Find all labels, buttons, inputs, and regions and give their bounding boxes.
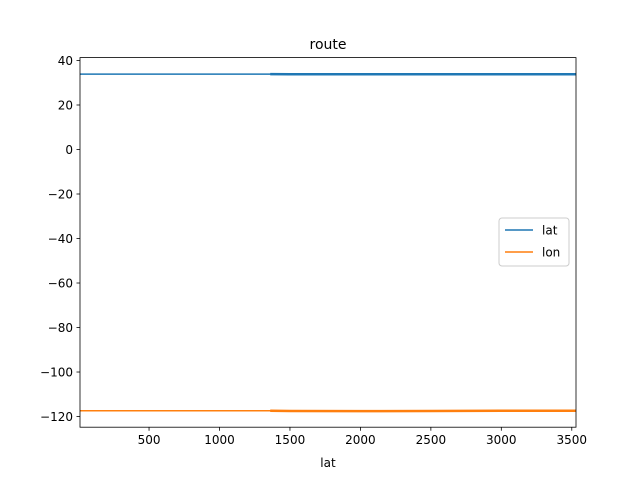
y-axis-ticks: 40 20 0 −20 −40 −60 −80 −100 −120 — [40, 54, 80, 424]
x-tick-label: 2500 — [416, 433, 447, 447]
y-tick-label: 0 — [65, 143, 73, 157]
y-tick-label: −60 — [48, 277, 73, 291]
series-layer — [80, 72, 576, 413]
x-axis-label: lat — [320, 456, 336, 470]
x-tick-label: 1500 — [275, 433, 306, 447]
legend-label-lon: lon — [542, 246, 560, 260]
x-tick-label: 3000 — [486, 433, 517, 447]
x-tick-label: 3500 — [556, 433, 587, 447]
y-tick-label: 20 — [58, 98, 73, 112]
legend-label-lat: lat — [542, 224, 558, 238]
y-tick-label: −100 — [40, 366, 73, 380]
chart-title: route — [310, 37, 347, 53]
x-axis-ticks: 500 1000 1500 2000 2500 3000 3500 — [138, 427, 587, 447]
plot-frame — [79, 57, 577, 428]
legend: lat lon — [498, 217, 570, 267]
x-tick-label: 1000 — [204, 433, 235, 447]
x-tick-label: 500 — [138, 433, 161, 447]
x-tick-label: 2000 — [345, 433, 376, 447]
y-tick-label: 40 — [58, 54, 73, 68]
y-tick-label: −20 — [48, 188, 73, 202]
y-tick-label: −40 — [48, 232, 73, 246]
y-tick-label: −80 — [48, 321, 73, 335]
y-tick-label: −120 — [40, 410, 73, 424]
